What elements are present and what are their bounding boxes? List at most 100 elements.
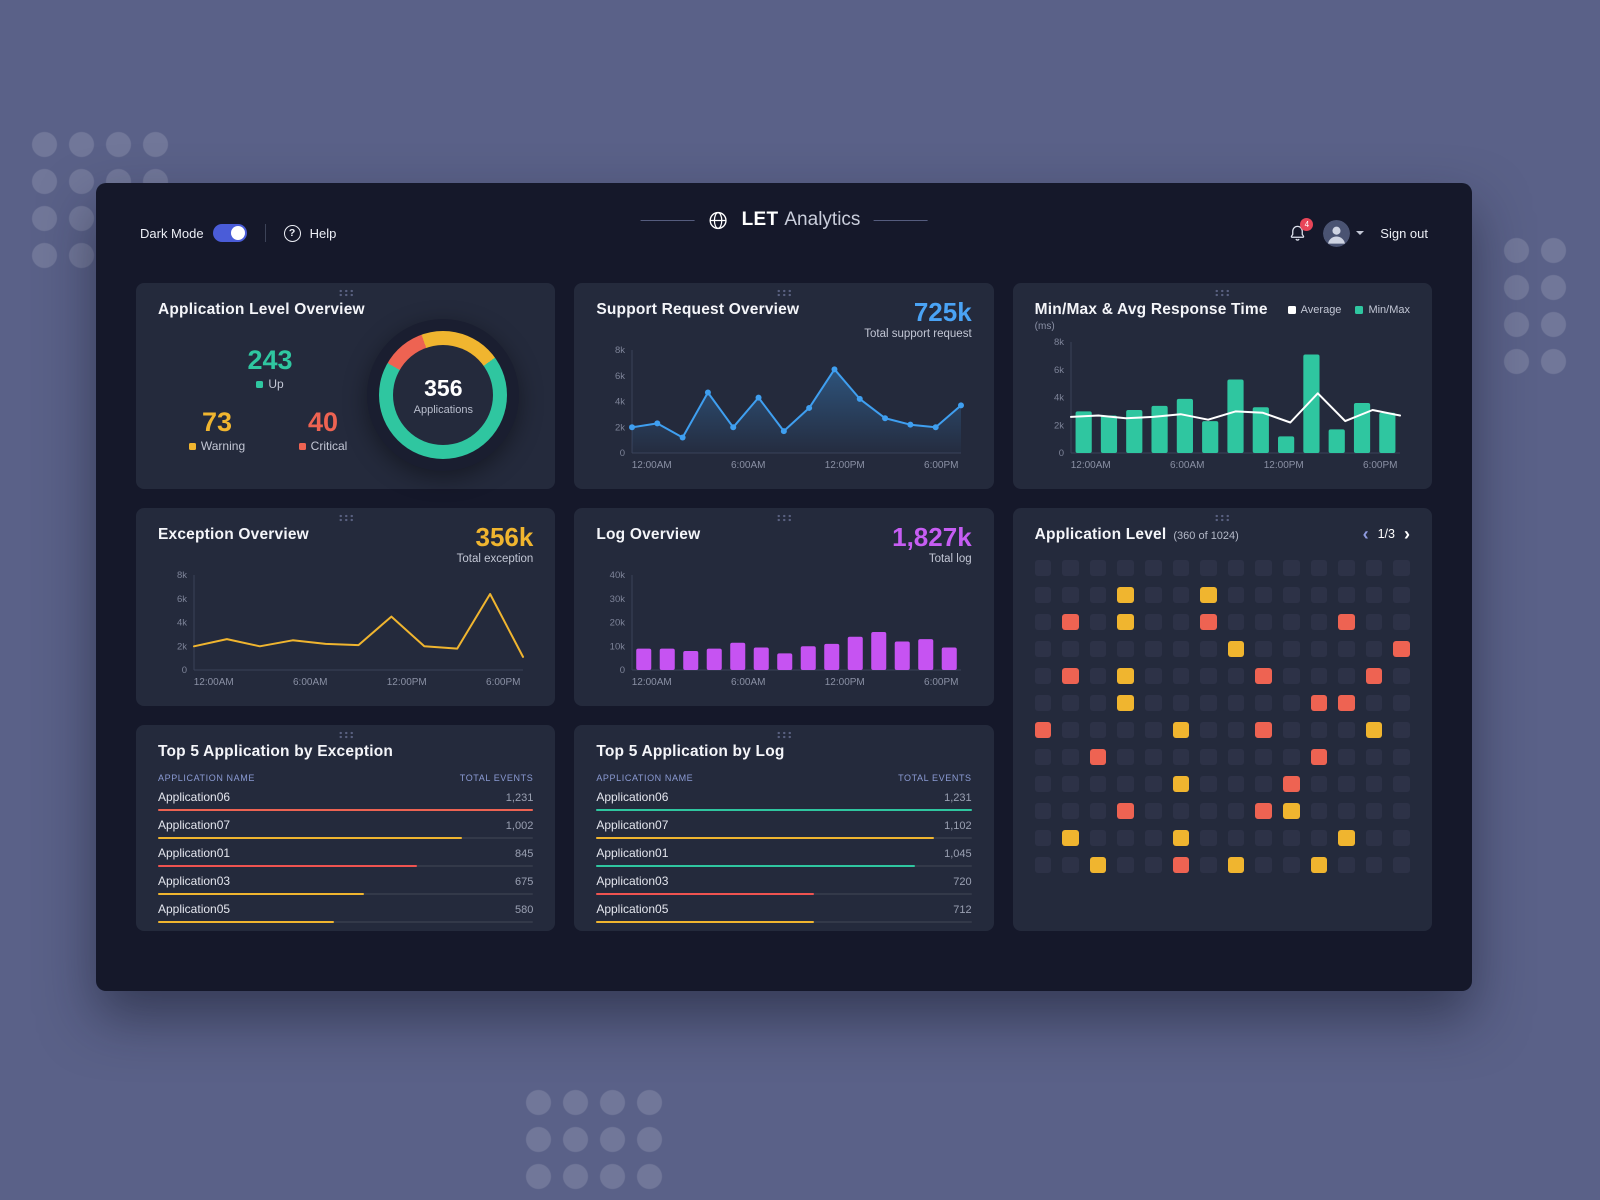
card-title: Support Request Overview bbox=[596, 301, 800, 318]
svg-text:4k: 4k bbox=[1054, 393, 1064, 404]
event-bar bbox=[596, 893, 815, 895]
minmax-legend-swatch bbox=[1355, 306, 1364, 314]
total-events-value: 1,231 bbox=[505, 792, 534, 804]
svg-text:0: 0 bbox=[620, 448, 625, 459]
svg-text:30k: 30k bbox=[610, 594, 626, 605]
card-support-request-overview: Support Request Overview 725k Total supp… bbox=[574, 283, 994, 489]
card-drag-handle[interactable] bbox=[337, 731, 354, 739]
svg-text:6:00AM: 6:00AM bbox=[731, 460, 765, 471]
heatmap-cell bbox=[1365, 668, 1383, 684]
event-bar bbox=[596, 921, 815, 923]
total-exception-stat: 356k bbox=[475, 522, 534, 552]
heatmap-cell bbox=[1200, 749, 1217, 765]
heatmap-cell bbox=[1200, 830, 1217, 846]
total-log-stat: 1,827k bbox=[892, 522, 972, 552]
event-bar-track bbox=[596, 865, 972, 867]
heatmap-cell bbox=[1255, 776, 1273, 792]
heatmap-cell bbox=[1227, 857, 1245, 873]
card-log-overview: Log Overview 1,827k Total log 0 10k 20k 30k… bbox=[574, 508, 994, 706]
heatmap-cell bbox=[1393, 695, 1410, 711]
heatmap-cell bbox=[1338, 722, 1355, 738]
card-response-time: Min/Max & Avg Response Time Average Min/… bbox=[1012, 283, 1432, 489]
card-top5-exception: Top 5 Application by Exception APPLICATI… bbox=[136, 725, 556, 931]
application-name: Application06 bbox=[158, 790, 231, 804]
svg-text:6:00AM: 6:00AM bbox=[731, 677, 765, 688]
card-drag-handle[interactable] bbox=[337, 289, 354, 297]
heatmap-cell bbox=[1338, 857, 1355, 873]
heatmap-cell bbox=[1200, 803, 1217, 819]
heatmap-cell bbox=[1089, 641, 1107, 657]
next-page-button[interactable]: › bbox=[1404, 524, 1410, 544]
column-header-name: APPLICATION NAME bbox=[596, 773, 694, 783]
card-title: Min/Max & Avg Response Time bbox=[1034, 301, 1268, 318]
application-name: Application07 bbox=[158, 818, 231, 832]
heatmap-cell bbox=[1365, 857, 1383, 873]
event-bar bbox=[158, 865, 417, 867]
heatmap-cell bbox=[1034, 614, 1052, 630]
heatmap-cell bbox=[1200, 614, 1217, 630]
svg-text:2k: 2k bbox=[177, 641, 187, 652]
heatmap-cell bbox=[1145, 803, 1162, 819]
card-exception-overview: Exception Overview 356k Total exception … bbox=[136, 508, 556, 706]
pagination: ‹ 1/3 › bbox=[1362, 524, 1410, 544]
heatmap-cell bbox=[1255, 641, 1273, 657]
exceptions-svg: 0 2k 4k 6k 8k 12:00AM 6:00AM 12:00PM 6:00PM bbox=[177, 570, 524, 688]
notification-bell-icon[interactable]: 4 bbox=[1288, 217, 1314, 243]
avatar-caret-icon[interactable] bbox=[1356, 231, 1365, 235]
heatmap-cell bbox=[1062, 614, 1079, 630]
application-status-grid bbox=[1034, 560, 1410, 873]
applications-caption: Applications bbox=[413, 403, 473, 416]
heatmap-cell bbox=[1117, 641, 1135, 657]
svg-text:2k: 2k bbox=[615, 422, 625, 433]
heatmap-cell bbox=[1310, 830, 1328, 846]
avatar[interactable] bbox=[1323, 219, 1351, 247]
heatmap-cell bbox=[1172, 695, 1190, 711]
heatmap-cell bbox=[1089, 803, 1107, 819]
dark-mode-toggle[interactable] bbox=[212, 224, 247, 242]
svg-text:8k: 8k bbox=[615, 345, 625, 356]
globe-icon bbox=[708, 210, 729, 231]
svg-text:12:00AM: 12:00AM bbox=[632, 677, 672, 688]
table-row: Application07 1,002 bbox=[158, 813, 534, 841]
heatmap-cell bbox=[1283, 614, 1300, 630]
critical-bullet bbox=[298, 442, 306, 450]
brand-lockup: LET Analytics bbox=[640, 209, 928, 231]
heatmap-cell bbox=[1117, 668, 1135, 684]
help-label[interactable]: Help bbox=[309, 225, 337, 241]
heatmap-cell bbox=[1393, 587, 1410, 603]
card-drag-handle[interactable] bbox=[775, 514, 792, 522]
prev-page-button[interactable]: ‹ bbox=[1362, 524, 1369, 544]
svg-text:6k: 6k bbox=[615, 371, 625, 382]
svg-text:6k: 6k bbox=[1054, 365, 1064, 376]
svg-text:2k: 2k bbox=[1054, 420, 1064, 431]
minmax-legend-label: Min/Max bbox=[1368, 304, 1410, 316]
heatmap-cell bbox=[1117, 749, 1135, 765]
heatmap-cell bbox=[1365, 560, 1383, 576]
column-header-events: TOTAL EVENTS bbox=[898, 773, 972, 783]
event-bar bbox=[596, 837, 935, 839]
heatmap-cell bbox=[1172, 641, 1190, 657]
card-drag-handle[interactable] bbox=[775, 289, 792, 297]
heatmap-cell bbox=[1145, 641, 1162, 657]
heatmap-cell bbox=[1200, 857, 1217, 873]
heatmap-cell bbox=[1227, 722, 1245, 738]
applications-donut: 356 Applications bbox=[367, 319, 520, 471]
card-drag-handle[interactable] bbox=[1214, 514, 1231, 522]
status-stats: 243 Up 73 Warning 40 Critical bbox=[164, 347, 376, 453]
heatmap-cell bbox=[1172, 857, 1190, 873]
help-icon[interactable]: ? bbox=[283, 224, 301, 242]
critical-count: 40 bbox=[307, 407, 339, 437]
heatmap-cell bbox=[1338, 587, 1355, 603]
heatmap-cell bbox=[1227, 749, 1245, 765]
card-drag-handle[interactable] bbox=[1214, 289, 1231, 297]
card-drag-handle[interactable] bbox=[775, 731, 792, 739]
heatmap-cell bbox=[1034, 857, 1052, 873]
heatmap-cell bbox=[1062, 722, 1079, 738]
heatmap-cell bbox=[1365, 587, 1383, 603]
card-drag-handle[interactable] bbox=[337, 514, 354, 522]
heatmap-cell bbox=[1255, 560, 1273, 576]
heatmap-cell bbox=[1089, 560, 1107, 576]
table-row: Application03 675 bbox=[158, 869, 534, 897]
heatmap-cell bbox=[1062, 668, 1079, 684]
sign-out-button[interactable]: Sign out bbox=[1380, 225, 1428, 241]
